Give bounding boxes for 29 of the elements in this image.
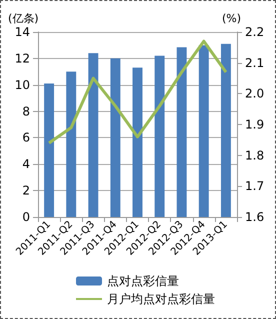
y-tick-label: 6	[22, 130, 30, 145]
y2-tick-label: 1.8	[245, 148, 264, 162]
y2-tick-label: 2.1	[245, 56, 264, 70]
y-tick-label: 8	[22, 104, 30, 118]
legend-label: 月户均点对点彩信量	[107, 292, 215, 306]
y2-tick-label: 1.6	[245, 210, 264, 224]
y2-tick-label: 2.0	[245, 86, 264, 101]
bar	[154, 56, 165, 217]
bar	[88, 53, 98, 217]
bar	[198, 45, 209, 217]
y-tick-label: 14	[14, 25, 30, 39]
bar	[176, 47, 187, 217]
y-tick-label: 0	[22, 210, 30, 224]
y-tick-label: 10	[14, 78, 30, 92]
y-tick-label: 4	[22, 157, 30, 172]
y-tick-label: 2	[22, 184, 30, 198]
line-series	[48, 40, 228, 144]
y2-tick-label: 1.9	[245, 118, 264, 132]
y2-axis-title: (%)	[222, 12, 241, 25]
y2-tick-label: 2.2	[245, 25, 264, 39]
bar	[220, 44, 231, 217]
y2-tick-label: 1.7	[245, 179, 264, 194]
bar	[110, 58, 120, 217]
y-tick-label: 12	[14, 51, 30, 66]
bar	[132, 68, 142, 217]
bar	[66, 72, 76, 217]
bar	[44, 84, 54, 217]
legend-label: 点对点彩信量	[107, 274, 179, 288]
y-axis-title: (亿条)	[8, 12, 39, 25]
